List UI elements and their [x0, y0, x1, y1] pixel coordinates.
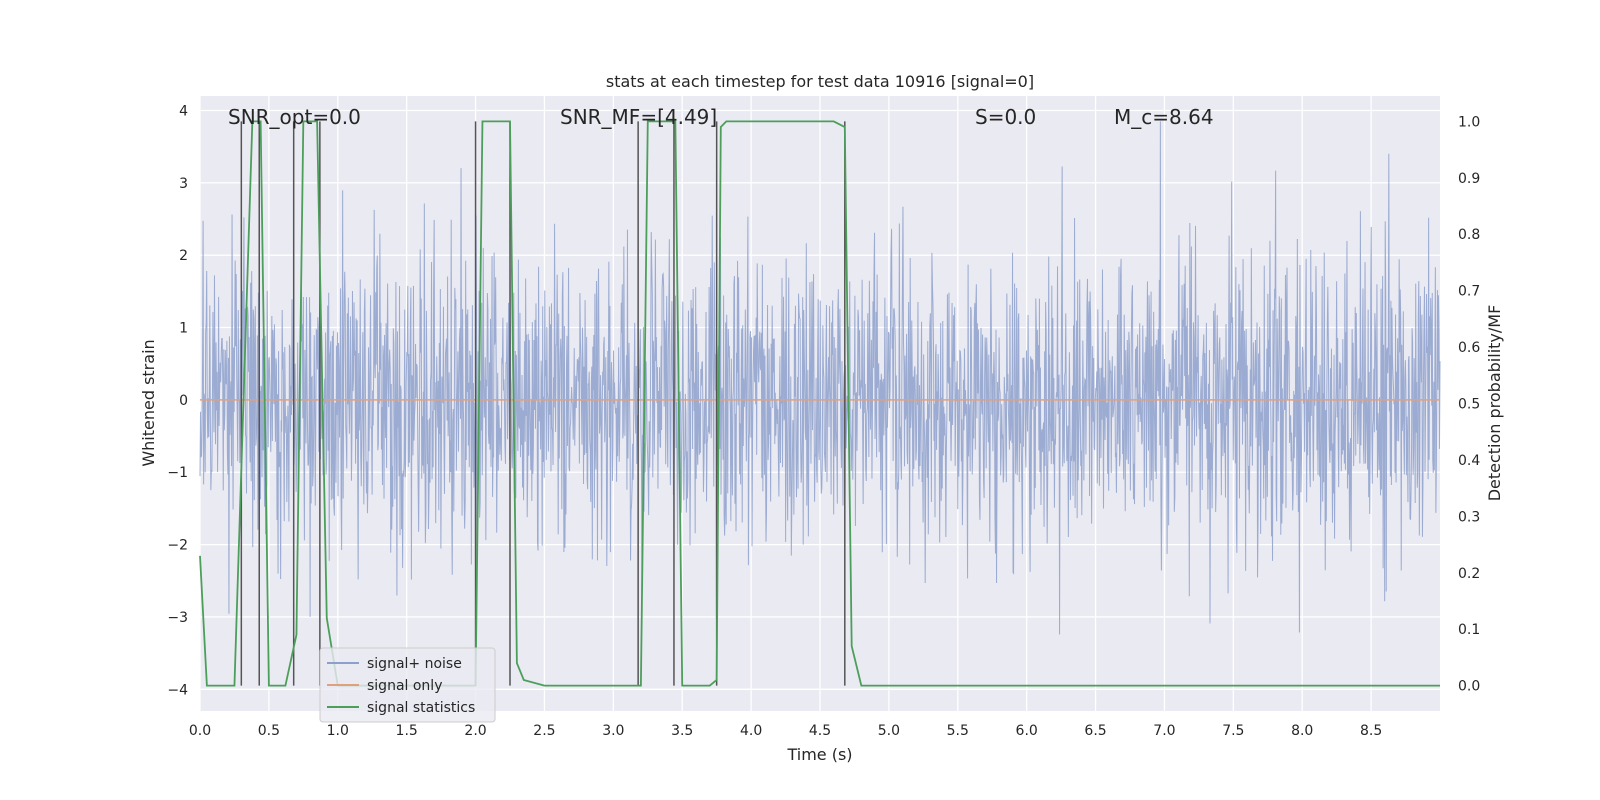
x-tick-label: 0.5 [258, 723, 280, 739]
y2-tick-label: 0.4 [1458, 453, 1480, 469]
y-tick-label: −1 [167, 465, 188, 481]
y-tick-label: −2 [167, 538, 188, 554]
annotation-snr-mf: SNR_MF=[4.49] [560, 105, 717, 129]
y-tick-label: −3 [167, 610, 188, 626]
x-tick-label: 4.5 [809, 723, 831, 739]
annotation-mc-value: M_c=8.64 [1114, 105, 1214, 129]
legend-label-signal-statistics: signal statistics [367, 700, 475, 716]
y2-tick-label: 0.8 [1458, 227, 1480, 243]
legend: signal+ noise signal only signal statist… [319, 647, 496, 723]
x-tick-label: 8.0 [1291, 723, 1313, 739]
y-tick-label: 2 [179, 248, 188, 264]
signal-statistics-series [199, 120, 1440, 687]
y2-tick-label: 0.0 [1458, 679, 1480, 695]
signal-noise-series [199, 121, 1441, 635]
y2-tick-label: 1.0 [1458, 114, 1480, 130]
y-tick-label: 4 [179, 103, 188, 119]
y2-tick-label: 0.5 [1458, 397, 1480, 413]
legend-label-signal-only: signal only [367, 678, 442, 694]
y2-tick-label: 0.7 [1458, 284, 1480, 300]
y-axis-label: Whitened strain [139, 339, 158, 466]
y2-tick-label: 0.6 [1458, 340, 1480, 356]
signal-noise-line [199, 121, 1441, 635]
x-tick-label: 3.5 [671, 723, 693, 739]
y2-axis-label: Detection probability/MF [1485, 305, 1504, 502]
annotation-s-value: S=0.0 [975, 105, 1036, 129]
y2-axis-ticks: 0.0 0.1 0.2 0.3 0.4 0.5 0.6 0.7 0.8 0.9 1.0 [1458, 114, 1480, 694]
y-tick-label: 0 [179, 393, 188, 409]
y-tick-label: 3 [179, 176, 188, 192]
x-tick-label: 3.0 [602, 723, 624, 739]
chart-title: stats at each timestep for test data 109… [606, 72, 1034, 91]
annotations: SNR_opt=0.0 SNR_MF=[4.49] S=0.0 M_c=8.64 [228, 105, 1214, 129]
annotation-snr-opt: SNR_opt=0.0 [228, 105, 361, 129]
legend-label-signal-noise: signal+ noise [367, 656, 462, 672]
y-axis-ticks: −4 −3 −2 −1 0 1 2 3 4 [167, 103, 188, 698]
x-tick-label: 5.0 [878, 723, 900, 739]
y2-tick-label: 0.3 [1458, 509, 1480, 525]
vertical-markers [240, 121, 846, 686]
x-tick-label: 2.5 [533, 723, 555, 739]
x-tick-label: 7.5 [1222, 723, 1244, 739]
x-tick-label: 5.5 [947, 723, 969, 739]
x-tick-label: 2.0 [464, 723, 486, 739]
y-tick-label: −4 [167, 682, 188, 698]
x-tick-label: 4.0 [740, 723, 762, 739]
x-tick-label: 7.0 [1153, 723, 1175, 739]
y2-tick-label: 0.9 [1458, 171, 1480, 187]
x-tick-label: 6.0 [1016, 723, 1038, 739]
x-tick-label: 8.5 [1360, 723, 1382, 739]
x-tick-label: 0.0 [189, 723, 211, 739]
legend-box [319, 647, 496, 723]
signal-statistics-line [199, 120, 1440, 687]
x-tick-label: 6.5 [1084, 723, 1106, 739]
y2-tick-label: 0.2 [1458, 566, 1480, 582]
y-tick-label: 1 [179, 321, 188, 337]
y2-tick-label: 0.1 [1458, 622, 1480, 638]
x-axis-label: Time (s) [786, 745, 852, 764]
x-tick-label: 1.0 [327, 723, 349, 739]
x-axis-ticks: 0.0 0.5 1.0 1.5 2.0 2.5 3.0 3.5 4.0 4.5 5.0 5.5 6.0 6… [189, 723, 1382, 739]
x-tick-label: 1.5 [396, 723, 418, 739]
